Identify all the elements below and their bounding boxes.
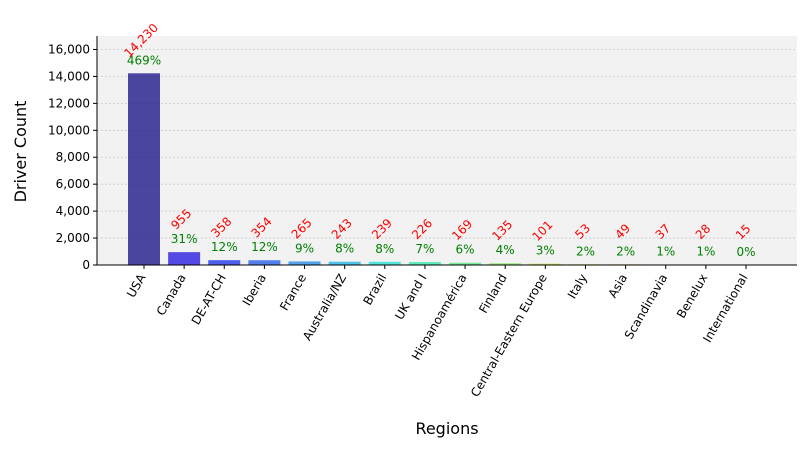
bar — [408, 261, 441, 265]
x-tick-label: Finland — [476, 272, 510, 316]
bar — [288, 261, 321, 265]
bar — [128, 73, 160, 265]
percent-label: 2% — [616, 244, 635, 258]
x-tick-label: France — [277, 272, 309, 314]
percent-label: 3% — [536, 244, 555, 258]
percent-label: 7% — [415, 242, 434, 256]
x-tick-label: Canada — [154, 272, 189, 319]
percent-label: 9% — [295, 241, 314, 255]
percent-label: 8% — [335, 242, 354, 256]
x-tick-label: UK and I — [392, 272, 429, 323]
y-tick-label: 10,000 — [48, 123, 90, 137]
bar — [449, 262, 482, 265]
bar — [328, 261, 361, 265]
y-tick-label: 6,000 — [56, 177, 90, 191]
percent-label: 4% — [496, 243, 515, 257]
y-tick-label: 16,000 — [48, 42, 90, 56]
x-tick-label: Brazil — [361, 272, 390, 308]
bar — [529, 263, 562, 265]
grid-lines — [97, 49, 797, 266]
percent-label: 6% — [456, 243, 475, 257]
percent-label: 31% — [171, 232, 198, 246]
x-tick-label: Asia — [605, 272, 630, 301]
percent-label: 1% — [656, 245, 675, 259]
bar — [248, 260, 281, 265]
bar — [489, 263, 522, 265]
x-axis-title: Regions — [415, 419, 478, 438]
x-tick-label: Central-Eastern Europe — [468, 272, 550, 400]
y-tick-label: 4,000 — [56, 204, 90, 218]
y-tick-label: 2,000 — [56, 231, 90, 245]
percent-label: 1% — [696, 245, 715, 259]
x-tick-label: Scandinavia — [622, 272, 671, 342]
x-tick-label: DE-AT-CH — [189, 272, 229, 328]
percent-label: 12% — [211, 240, 238, 254]
x-tick-label: Benelux — [674, 272, 710, 321]
y-tick-label: 0 — [82, 258, 90, 272]
y-tick-label: 8,000 — [56, 150, 90, 164]
percent-label: 0% — [736, 245, 755, 259]
bar — [208, 260, 241, 265]
bar — [168, 252, 201, 265]
x-tick-label: Iberia — [240, 272, 269, 309]
percent-label: 8% — [375, 242, 394, 256]
x-tick-label: Italy — [565, 272, 590, 302]
bar — [368, 261, 401, 265]
percent-label: 12% — [251, 240, 278, 254]
percent-label: 2% — [576, 244, 595, 258]
y-tick-label: 14,000 — [48, 69, 90, 83]
plot-area — [97, 36, 797, 265]
x-tick-label: Australia/NZ — [300, 272, 349, 343]
y-axis-title: Driver Count — [11, 101, 30, 203]
y-tick-label: 12,000 — [48, 96, 90, 110]
x-tick-label: USA — [124, 271, 149, 300]
percent-label: 469% — [127, 53, 161, 67]
